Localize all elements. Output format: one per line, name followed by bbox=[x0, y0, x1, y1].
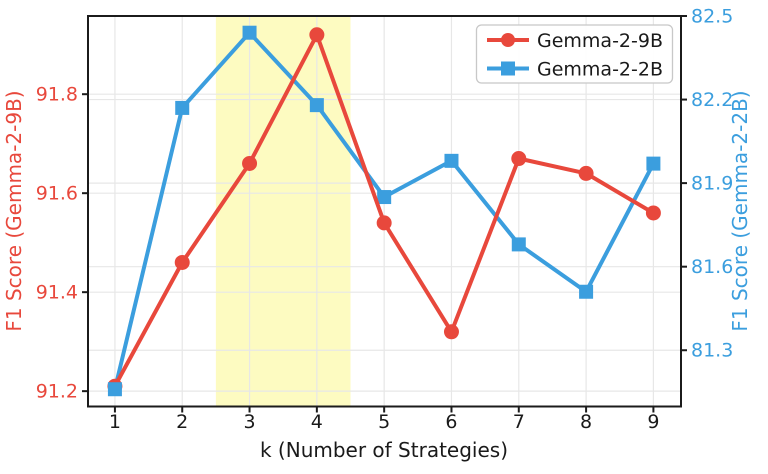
legend-entry-gemma-2-2b: Gemma-2-2B bbox=[487, 59, 663, 81]
right-y-tick-label: 81.3 bbox=[691, 340, 733, 362]
gemma-2-9b-marker bbox=[645, 205, 661, 221]
right-y-axis-label: F1 Score (Gemma-2-2B) bbox=[728, 90, 752, 331]
gemma-2-2b-marker bbox=[579, 284, 594, 299]
gemma-2-2b-marker bbox=[377, 190, 392, 205]
legend: Gemma-2-9B Gemma-2-2B bbox=[475, 24, 674, 84]
left-y-tick-label: 91.4 bbox=[36, 282, 78, 304]
data-series-layer bbox=[107, 25, 661, 397]
legend-label-gemma-2-2b: Gemma-2-2B bbox=[537, 59, 663, 81]
legend-label-gemma-2-9b: Gemma-2-9B bbox=[537, 30, 663, 52]
x-tick-label: 3 bbox=[243, 411, 255, 433]
gemma-2-9b-marker bbox=[309, 27, 325, 43]
gemma-2-2b-marker bbox=[107, 382, 122, 397]
gemma-2-2b-marker bbox=[511, 237, 526, 252]
gemma-2-9b-marker bbox=[578, 165, 594, 181]
gemma-2-2b-marker bbox=[444, 153, 459, 168]
right-y-tick-label: 81.9 bbox=[691, 173, 733, 195]
tick-labels-layer: 1 2 3 4 5 6 7 8 9 91.2 91.4 91.6 91.8 81.3 81.6 81.9 82.… bbox=[36, 6, 734, 434]
gemma-2-2b-marker bbox=[646, 156, 661, 171]
x-tick-label: 7 bbox=[513, 411, 525, 433]
gemma-2-9b-marker bbox=[242, 155, 258, 171]
left-y-tick-label: 91.2 bbox=[36, 381, 78, 403]
x-tick-label: 1 bbox=[109, 411, 121, 433]
gemma-2-9b-marker bbox=[443, 324, 459, 340]
highlight-band-layer bbox=[215, 16, 351, 407]
legend-circle-marker-icon bbox=[501, 33, 515, 47]
gemma-2-2b-marker bbox=[175, 100, 190, 115]
x-tick-label: 9 bbox=[647, 411, 659, 433]
x-tick-label: 2 bbox=[176, 411, 188, 433]
left-y-tick-label: 91.6 bbox=[36, 183, 78, 205]
axes-spines-and-ticks bbox=[82, 15, 687, 413]
x-tick-label: 4 bbox=[311, 411, 323, 433]
x-axis-label: k (Number of Strategies) bbox=[260, 438, 508, 462]
right-y-tick-label: 82.2 bbox=[691, 89, 733, 111]
gemma-2-9b-marker bbox=[511, 151, 527, 167]
gemma-2-9b-marker bbox=[376, 215, 392, 231]
x-tick-label: 5 bbox=[378, 411, 390, 433]
gemma-2-9b-marker bbox=[174, 254, 190, 270]
x-tick-label: 8 bbox=[580, 411, 592, 433]
legend-square-marker-icon bbox=[501, 61, 515, 76]
left-y-tick-label: 91.8 bbox=[36, 84, 78, 106]
gemma-2-2b-marker bbox=[309, 98, 324, 113]
right-y-tick-label: 81.6 bbox=[691, 256, 733, 278]
legend-entry-gemma-2-9b: Gemma-2-9B bbox=[487, 30, 663, 52]
left-y-axis-label: F1 Score (Gemma-2-9B) bbox=[2, 90, 26, 331]
gemma-2-2b-marker bbox=[242, 25, 257, 40]
highlight-band bbox=[215, 16, 351, 407]
x-tick-label: 6 bbox=[445, 411, 457, 433]
right-y-tick-label: 82.5 bbox=[691, 6, 733, 28]
